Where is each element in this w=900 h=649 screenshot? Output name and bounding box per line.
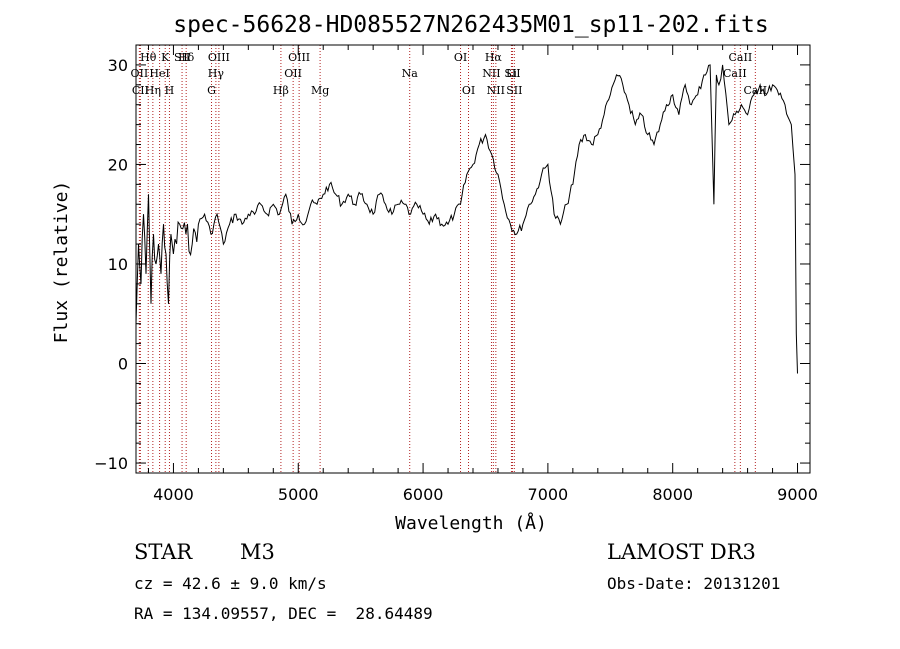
line-marker-label: G: [207, 84, 216, 97]
line-marker-label: H: [165, 84, 175, 97]
line-marker-label: OIII: [208, 51, 230, 64]
obs-date: Obs-Date: 20131201: [607, 574, 781, 593]
line-marker-label: OI: [454, 51, 467, 64]
line-marker-label: Hη: [145, 84, 161, 97]
line-marker-label: OII: [284, 67, 302, 80]
x-tick-label: 9000: [777, 485, 818, 504]
x-tick-label: 4000: [153, 485, 194, 504]
redshift-readout: cz = 42.6 ± 9.0 km/s: [134, 574, 327, 593]
line-marker-label: Mg: [311, 84, 329, 97]
line-marker-label: SII: [506, 84, 522, 97]
x-tick-label: 6000: [403, 485, 444, 504]
object-class: STAR: [134, 540, 193, 564]
line-marker-label: SII: [174, 51, 190, 64]
line-marker-label: SII: [504, 67, 520, 80]
y-tick-label: 20: [108, 155, 128, 174]
line-marker-label: OI: [462, 84, 475, 97]
x-tick-label: 5000: [278, 485, 319, 504]
y-tick-label: −10: [94, 454, 128, 473]
line-marker-label: Hα: [485, 51, 503, 64]
coordinates: RA = 134.09557, DEC = 28.64489: [134, 604, 433, 623]
y-tick-label: 10: [108, 255, 128, 274]
spectrum-line: [135, 64, 798, 374]
x-axis-label: Wavelength (Å): [395, 512, 547, 534]
line-marker-label: OIII: [288, 51, 310, 64]
y-axis-label: Flux (relative): [51, 181, 72, 344]
line-marker-label: Li: [506, 67, 517, 80]
line-marker-label: NII: [487, 84, 505, 97]
y-tick-label: 0: [118, 355, 128, 374]
object-subclass: M3: [240, 540, 275, 564]
line-marker-label: K: [161, 51, 170, 64]
chart-title: spec-56628-HD085527N262435M01_sp11-202.f…: [173, 12, 768, 38]
line-marker-group: [138, 45, 756, 473]
line-marker-label: HeI: [149, 67, 169, 80]
line-marker-label: Hβ: [273, 84, 289, 97]
plot-frame: [135, 44, 811, 474]
x-axis-ticks: 4000 5000 6000 7000 8000 9000: [147, 45, 818, 504]
x-tick-label: 8000: [652, 485, 693, 504]
line-marker-label: Hθ: [140, 51, 157, 64]
line-marker-label: CaII: [729, 51, 753, 64]
x-tick-label: 7000: [528, 485, 569, 504]
line-marker-label: Hγ: [208, 67, 225, 80]
y-tick-label: 30: [108, 56, 128, 75]
line-marker-label: Na: [402, 67, 419, 80]
line-marker-label: Hδ: [178, 51, 195, 64]
line-marker-label: CaII: [723, 67, 747, 80]
survey-name: LAMOST DR3: [607, 540, 756, 564]
y-axis-ticks: −10 0 10 20 30: [94, 44, 810, 473]
line-marker-label: OII: [131, 67, 149, 80]
line-marker-label: NII: [482, 67, 500, 80]
